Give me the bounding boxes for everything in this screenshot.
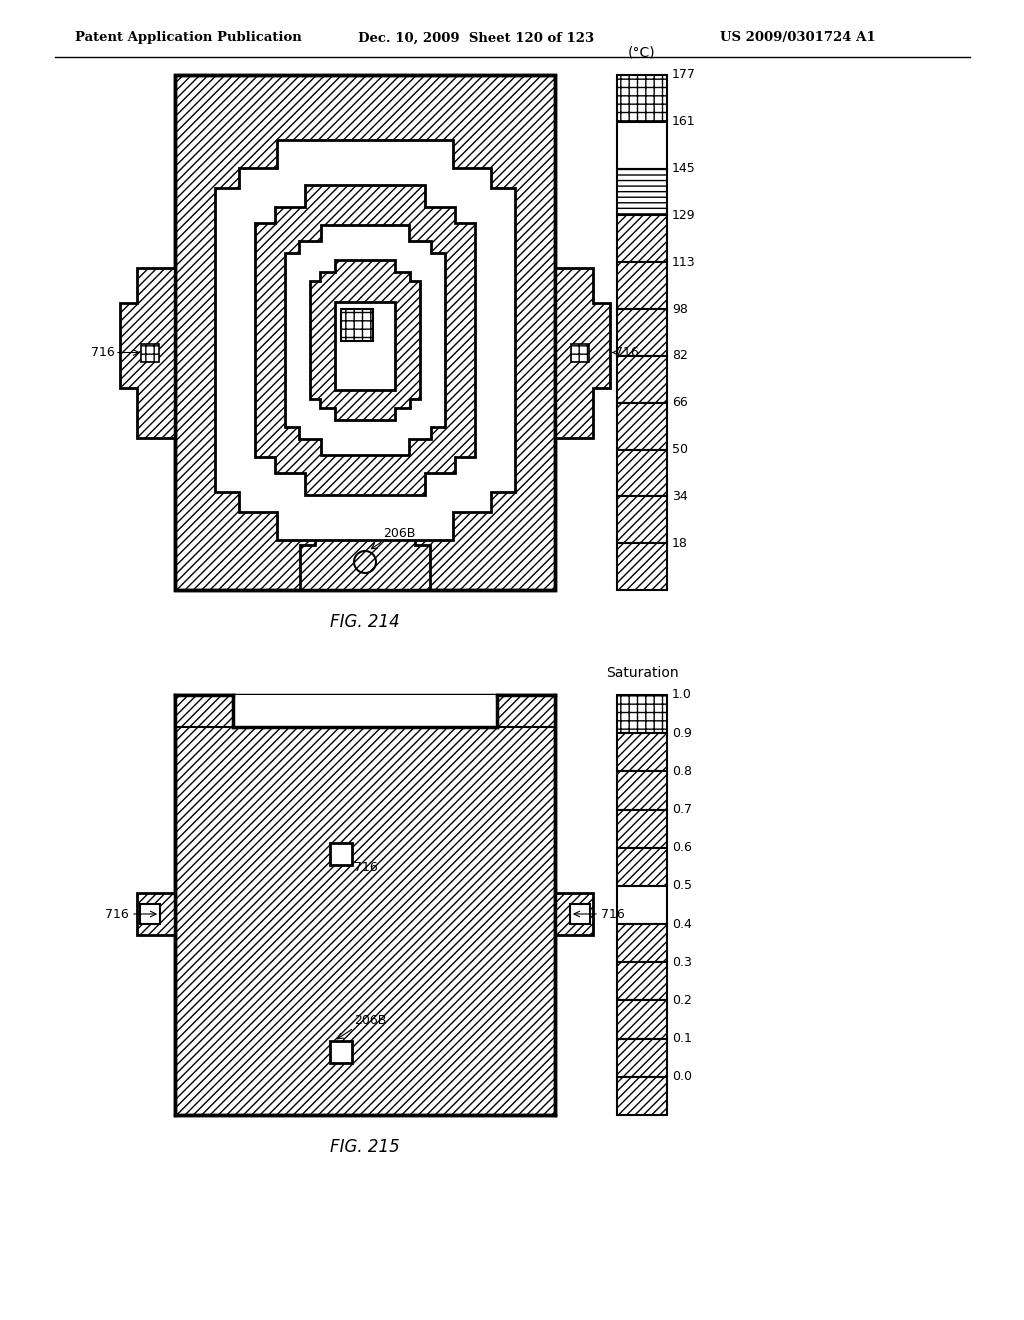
Text: 206B: 206B (383, 527, 416, 540)
Bar (137, 894, 175, 935)
Bar (140, 904, 160, 924)
Text: 161: 161 (672, 115, 695, 128)
Text: 82: 82 (672, 350, 688, 363)
Bar (617, 924, 667, 962)
Bar (617, 1077, 667, 1115)
Polygon shape (285, 224, 445, 454)
Bar (330, 843, 352, 865)
Bar (617, 121, 667, 169)
Bar (570, 904, 590, 924)
Text: US 2009/0301724 A1: US 2009/0301724 A1 (720, 32, 876, 45)
Bar (617, 886, 667, 924)
Bar (141, 343, 159, 362)
Bar (617, 403, 667, 450)
Text: 50: 50 (672, 444, 688, 455)
Bar (617, 809, 667, 847)
Bar (175, 75, 555, 590)
Bar (617, 696, 667, 733)
Bar (555, 894, 593, 935)
Bar (497, 696, 555, 727)
Bar (617, 75, 667, 121)
Bar (617, 544, 667, 590)
Bar (617, 450, 667, 496)
Text: 0.9: 0.9 (672, 727, 692, 739)
Text: 716: 716 (615, 346, 639, 359)
Text: 0.7: 0.7 (672, 803, 692, 816)
Text: 34: 34 (672, 490, 688, 503)
Text: 716: 716 (358, 343, 386, 366)
Text: 145: 145 (672, 162, 695, 176)
Text: 0.6: 0.6 (672, 841, 692, 854)
Bar (175, 75, 555, 590)
Text: Dec. 10, 2009  Sheet 120 of 123: Dec. 10, 2009 Sheet 120 of 123 (358, 32, 594, 45)
Text: 0.2: 0.2 (672, 994, 692, 1007)
Text: 716: 716 (105, 908, 129, 920)
Bar (233, 696, 497, 727)
Text: Patent Application Publication: Patent Application Publication (75, 32, 302, 45)
Text: Saturation: Saturation (605, 667, 678, 680)
Polygon shape (120, 268, 175, 437)
Text: 129: 129 (672, 209, 695, 222)
Bar (617, 962, 667, 1001)
Text: 113: 113 (672, 256, 695, 269)
Text: 716: 716 (91, 346, 115, 359)
Text: 0.1: 0.1 (672, 1032, 692, 1045)
Text: 0.5: 0.5 (672, 879, 692, 892)
Polygon shape (310, 260, 420, 420)
Text: 66: 66 (672, 396, 688, 409)
Text: 1.0: 1.0 (672, 689, 692, 701)
Polygon shape (300, 531, 430, 590)
Text: 177: 177 (672, 69, 696, 82)
Text: 0.3: 0.3 (672, 956, 692, 969)
Bar (617, 263, 667, 309)
Text: 716: 716 (354, 861, 378, 874)
Text: FIG. 215: FIG. 215 (330, 1138, 400, 1156)
Text: 18: 18 (672, 537, 688, 549)
Bar (175, 696, 555, 1115)
Bar (617, 356, 667, 403)
Polygon shape (555, 268, 610, 437)
Bar (617, 771, 667, 809)
Text: 0.0: 0.0 (672, 1071, 692, 1084)
Text: 0.8: 0.8 (672, 764, 692, 777)
Polygon shape (255, 185, 475, 495)
Text: 98: 98 (672, 302, 688, 315)
Bar (617, 847, 667, 886)
Text: 716: 716 (601, 908, 625, 920)
Bar (617, 169, 667, 215)
Bar (341, 309, 373, 341)
Bar (335, 301, 395, 389)
Text: 206B: 206B (354, 1014, 386, 1027)
Polygon shape (215, 140, 515, 540)
Bar (175, 696, 233, 727)
Bar (617, 733, 667, 771)
Bar (617, 496, 667, 544)
Bar (330, 1041, 352, 1063)
Bar (617, 1039, 667, 1077)
Text: 0.4: 0.4 (672, 917, 692, 931)
Bar (617, 1001, 667, 1039)
Bar (617, 309, 667, 356)
Bar (617, 215, 667, 263)
Bar (571, 343, 589, 362)
Text: (°C): (°C) (628, 46, 655, 59)
Text: FIG. 214: FIG. 214 (330, 612, 400, 631)
